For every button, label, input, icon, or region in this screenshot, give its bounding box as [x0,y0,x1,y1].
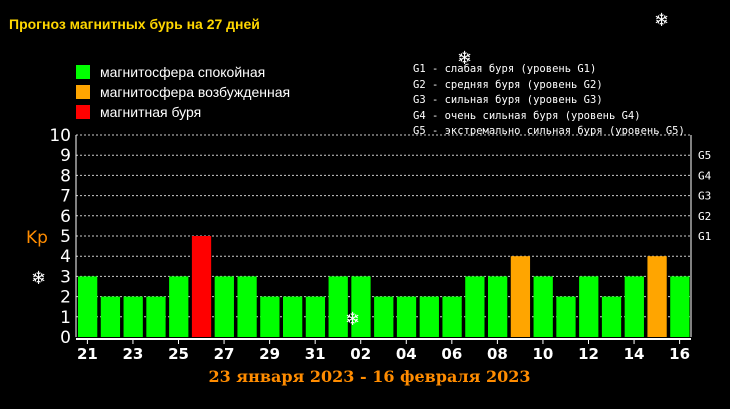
kp-bar [374,296,394,337]
legend-label-active: магнитосфера возбужденная [100,84,291,100]
kp-bar [510,256,531,337]
y-tick-label: 5 [60,227,71,247]
snowflake-icon: ❄ [457,48,473,69]
legend-label-storm: магнитная буря [100,104,202,120]
kp-bar [647,256,667,337]
y-tick-label: 0 [60,328,71,348]
x-tick-label: 21 [77,345,98,363]
kp-bar [533,276,553,337]
x-tick-label: 14 [624,345,645,363]
kp-bar [191,236,212,337]
g-level-tick-label: G3 [698,190,711,203]
kp-bar [260,296,280,337]
y-axis-label: Kp [26,228,48,248]
kp-bar [78,276,98,337]
kp-bar [305,296,326,337]
storm-level-g1: G1 - слабая буря (уровень G1) [413,63,597,75]
kp-bar [169,276,189,337]
kp-bar [123,296,143,337]
x-tick-label: 06 [441,345,462,363]
x-tick-label: 23 [123,345,144,363]
g-level-tick-label: G2 [698,210,711,223]
x-tick-label: 29 [259,345,280,363]
x-tick-label: 16 [669,345,690,363]
kp-bar [465,276,485,337]
kp-bar [488,276,508,337]
g-level-tick-label: G1 [698,230,711,243]
g-level-tick-label: G5 [698,149,711,162]
y-tick-label: 2 [60,288,71,308]
x-tick-label: 02 [350,345,371,363]
y-tick-label: 7 [60,187,71,207]
kp-bar [442,296,462,337]
x-tick-label: 12 [578,345,599,363]
y-tick-label: 1 [60,308,71,328]
storm-level-g4: G4 - очень сильная буря (уровень G4) [413,109,641,122]
x-tick-label: 08 [487,345,508,363]
legend-swatch-storm [76,105,90,119]
storm-level-g5: G5 - экстремально сильная буря (уровень … [413,125,685,137]
kp-bar [556,296,576,337]
x-tick-label: 04 [396,345,417,363]
storm-level-g3: G3 - сильная буря (уровень G3) [413,94,603,106]
legend-item-active: магнитосфера возбужденная [76,82,290,102]
legend-swatch-quiet [76,65,90,79]
legend-item-quiet: магнитосфера спокойная [76,62,290,82]
kp-bar [100,296,121,337]
legend-label-quiet: магнитосфера спокойная [100,64,266,80]
snowflake-icon: ❄ [345,309,361,330]
snowflake-icon: ❄ [654,10,670,31]
kp-bar [283,296,303,337]
kp-bar [624,276,644,337]
legend-item-storm: магнитная буря [76,102,290,122]
date-range-label: 23 января 2023 - 16 февраля 2023 [208,367,530,386]
snowflake-icon: ❄ [31,268,47,289]
x-tick-label: 10 [533,345,554,363]
color-legend: магнитосфера спокойная магнитосфера возб… [76,62,290,122]
x-tick-label: 27 [214,345,235,363]
y-tick-label: 4 [60,247,71,267]
y-tick-label: 10 [49,126,71,146]
kp-bar [601,296,622,337]
x-tick-label: 31 [305,345,326,363]
kp-bar [351,276,371,337]
kp-bar [237,276,257,337]
y-tick-label: 9 [60,146,71,166]
page-title: Прогноз магнитных бурь на 27 дней [9,16,260,32]
legend-swatch-active [76,85,90,99]
kp-bar [146,296,166,337]
kp-bar [328,276,348,337]
g-level-tick-label: G4 [698,169,712,182]
storm-level-list: G1 - слабая буря (уровень G1) G2 - средн… [413,62,685,140]
kp-bar [419,296,439,337]
kp-bar [670,276,690,337]
y-tick-label: 3 [60,267,71,287]
kp-bar [396,296,417,337]
y-tick-label: 6 [60,207,71,227]
x-tick-label: 25 [168,345,189,363]
y-tick-label: 8 [60,166,71,186]
kp-bar [214,276,234,337]
storm-level-g2: G2 - средняя буря (уровень G2) [413,78,603,91]
kp-bar [579,276,599,337]
